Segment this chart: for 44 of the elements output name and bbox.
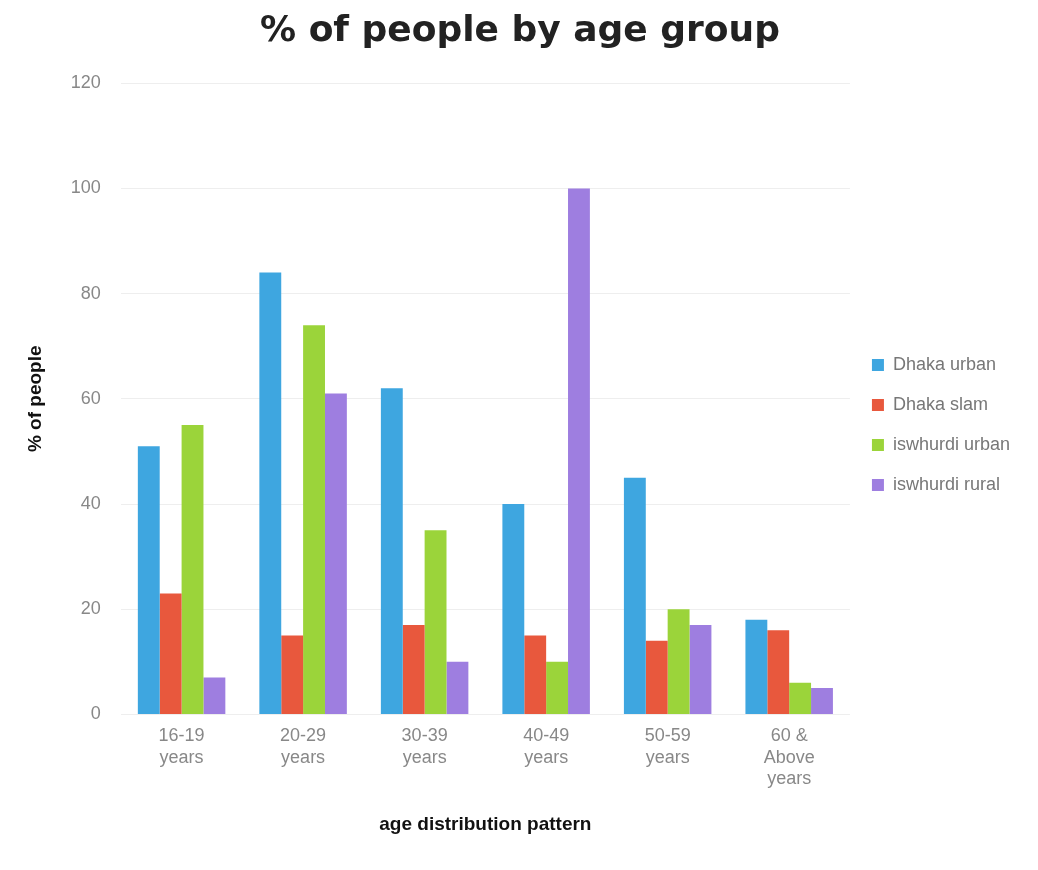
- y-tick-label: 20: [80, 598, 101, 619]
- bar: [524, 635, 547, 714]
- bar: [446, 661, 469, 714]
- bar: [546, 661, 569, 714]
- bar: [380, 388, 403, 714]
- x-tick-label: 16-19 years: [158, 725, 205, 767]
- bar: [645, 640, 668, 714]
- bar: [811, 688, 833, 714]
- bar: [402, 624, 425, 714]
- bar: [568, 188, 590, 714]
- bar: [789, 682, 812, 714]
- y-axis-title: % of people: [23, 345, 45, 453]
- x-tick-label: 60 & Above years: [763, 725, 815, 789]
- bar: [259, 272, 282, 714]
- bar: [745, 619, 768, 714]
- x-tick-label: 50-59 years: [644, 725, 691, 767]
- bar: [159, 593, 182, 714]
- bar: [623, 477, 646, 714]
- legend-label: Dhaka urban: [892, 353, 997, 374]
- y-tick-label: 0: [90, 703, 101, 724]
- bar: [502, 504, 525, 714]
- x-tick-label: 20-29 years: [280, 725, 327, 767]
- bar: [203, 677, 226, 714]
- legend-label: iswhurdi urban: [892, 433, 1010, 454]
- legend-label: Dhaka slam: [892, 393, 988, 414]
- bar: [181, 425, 204, 714]
- bar: [424, 530, 447, 714]
- bar: [689, 624, 712, 714]
- bar: [303, 325, 325, 714]
- x-tick-label: 30-39 years: [401, 725, 448, 767]
- y-tick-label: 80: [80, 282, 101, 303]
- bar: [667, 609, 690, 714]
- bar: [137, 446, 160, 714]
- x-axis-title: age distribution pattern: [379, 812, 592, 834]
- bar: [767, 630, 790, 714]
- y-tick-label: 100: [70, 177, 101, 198]
- x-tick-label: 40-49 years: [523, 725, 570, 767]
- legend-label: iswhurdi rural: [892, 473, 1000, 494]
- y-tick-label: 120: [70, 72, 101, 93]
- bar: [281, 635, 304, 714]
- y-tick-label: 40: [80, 492, 101, 513]
- y-tick-label: 60: [80, 387, 101, 408]
- bar: [324, 393, 347, 714]
- chart-title: % of people by age group: [260, 7, 780, 49]
